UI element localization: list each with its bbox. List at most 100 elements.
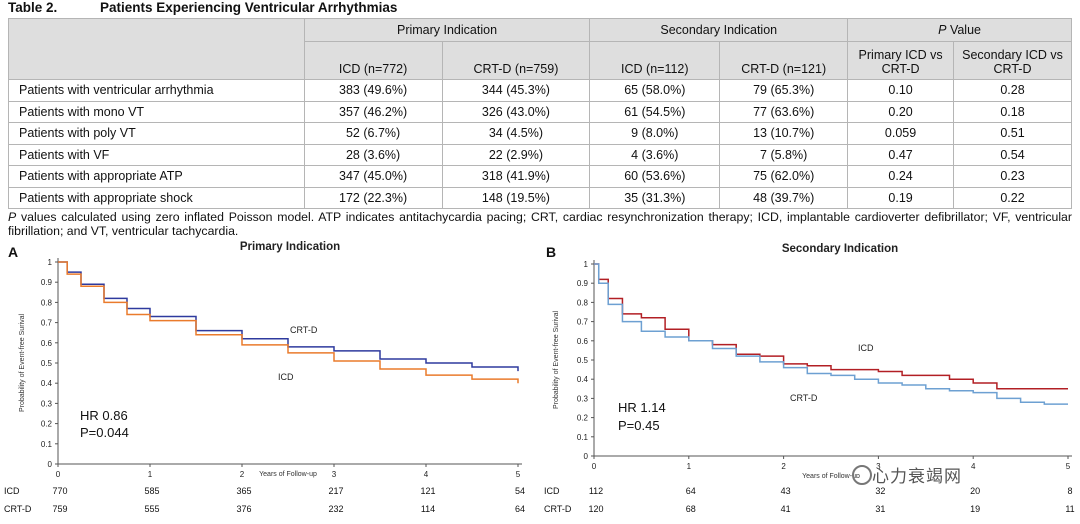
risk-row-label: CRT-D [4,504,32,514]
cell: 172 (22.3%) [303,186,443,209]
risk-value: 11 [1065,504,1075,514]
x-tick-label: 0 [592,462,597,471]
cell: 0.54 [953,143,1072,166]
table-title: Table 2. Patients Experiencing Ventricula… [8,0,397,15]
y-tick-label: 0.4 [41,379,53,388]
cell: 75 (62.0%) [719,165,849,188]
risk-value: 112 [588,486,604,496]
curve-label: CRT-D [290,325,318,335]
cell: 148 (19.5%) [441,186,591,209]
cell: 383 (49.6%) [303,79,443,102]
row-label: Patients with VF [8,143,305,166]
y-tick-label: 0.6 [41,339,53,348]
table-number: Table 2. [8,0,58,15]
curve-label: CRT-D [790,393,818,403]
arrhythmia-table: Primary Indication Secondary Indication … [8,18,1072,209]
y-tick-label: 0.2 [577,414,589,423]
x-tick-label: 1 [687,462,692,471]
panel-a-letter: A [8,244,19,260]
header-blank [8,18,305,80]
y-tick-label: 1 [584,260,589,269]
table-row: Patients with appropriate ATP 347 (45.0%… [8,165,1072,188]
cell: 7 (5.8%) [719,143,849,166]
cell: 318 (41.9%) [441,165,591,188]
y-tick-label: 0.9 [577,279,589,288]
y-tick-label: 0.2 [41,420,53,429]
table-footnote: P values calculated using zero inflated … [8,210,1072,238]
row-label: Patients with ventricular arrhythmia [8,79,305,102]
cell: 77 (63.6%) [719,100,849,123]
y-tick-label: 0.5 [41,359,53,368]
y-axis-label: Probability of Event-free Surival [553,311,560,409]
x-tick-label: 4 [424,470,429,478]
x-tick-label: 1 [148,470,153,478]
table-row: Patients with ventricular arrhythmia 383… [8,79,1072,102]
cell: 0.51 [953,122,1072,145]
cell: 0.23 [953,165,1072,188]
y-tick-label: 0 [48,460,53,469]
chart-primary-indication: Primary Indication 0 0.1 0.2 0.3 0.4 0.5 0.6 0.7… [19,241,522,478]
cell: 79 (65.3%) [719,79,849,102]
cell: 35 (31.3%) [589,186,721,209]
cell: 9 (8.0%) [589,122,721,145]
y-tick-label: 0.8 [41,298,53,307]
curve-label: ICD [278,372,294,382]
x-axis-label: Years of Follow-up [259,471,317,478]
risk-value: 217 [328,486,344,496]
hr-annotation: HR 0.86 [80,408,128,423]
table-row: Patients with poly VT 52 (6.7%) 34 (4.5%… [8,122,1072,145]
row-label: Patients with mono VT [8,100,305,123]
x-tick-label: 3 [876,462,881,471]
risk-value: 54 [514,486,525,496]
risk-value: 365 [236,486,252,496]
cell: 65 (58.0%) [589,79,721,102]
cell: 22 (2.9%) [441,143,591,166]
series-line-icd [594,263,1068,390]
y-tick-label: 0.1 [577,433,589,442]
risk-value: 120 [588,504,604,514]
cell: 34 (4.5%) [441,122,591,145]
cell: 61 (54.5%) [589,100,721,123]
y-tick-label: 0.7 [41,319,53,328]
cell: 52 (6.7%) [303,122,443,145]
panel-b-letter: B [546,244,557,260]
cell: 0.18 [953,100,1072,123]
risk-value: 232 [328,504,344,514]
series-line-crt-d [58,261,519,372]
y-tick-label: 0.9 [41,278,53,287]
x-tick-label: 5 [1066,462,1071,471]
header-pvalue: P Value [847,18,1072,42]
cell: 0.059 [847,122,955,145]
subheader-icd-secondary: ICD (n=112) [589,41,721,80]
curve-label: ICD [858,343,874,353]
p-annotation: P=0.044 [80,425,129,440]
cell: 13 (10.7%) [719,122,849,145]
chart-title: Secondary Indication [782,243,898,255]
watermark: 心力衰竭网 [872,467,962,486]
p-annotation: P=0.45 [618,418,660,433]
row-label: Patients with poly VT [8,122,305,145]
subheader-crtd-primary: CRT-D (n=759) [441,41,591,80]
cell: 326 (43.0%) [441,100,591,123]
risk-row-label: ICD [544,486,560,496]
table-heading: Patients Experiencing Ventricular Arrhyt… [100,0,398,15]
chart-secondary-indication: Secondary Indication 0 0.1 0.2 0.3 0.4 0.5 0.6 0… [553,243,1072,478]
table-row: Patients with VF 28 (3.6%) 22 (2.9%) 4 (… [8,143,1072,166]
cell: 4 (3.6%) [589,143,721,166]
y-tick-label: 0.8 [577,298,589,307]
risk-row-label: ICD [4,486,20,496]
cell: 0.24 [847,165,955,188]
risk-value: 114 [420,504,436,514]
x-axis-label: Years of Follow-up [802,473,860,478]
cell: 60 (53.6%) [589,165,721,188]
risk-value: 555 [144,504,160,514]
subheader-p-primary: Primary ICD vs CRT-D [847,41,955,80]
cell: 344 (45.3%) [441,79,591,102]
cell: 0.47 [847,143,955,166]
cell: 347 (45.0%) [303,165,443,188]
footnote-text: values calculated using zero inflated Po… [8,210,1072,238]
cell: 357 (46.2%) [303,100,443,123]
x-tick-label: 0 [56,470,61,478]
risk-value: 64 [685,486,696,496]
y-tick-label: 0.3 [41,399,53,408]
